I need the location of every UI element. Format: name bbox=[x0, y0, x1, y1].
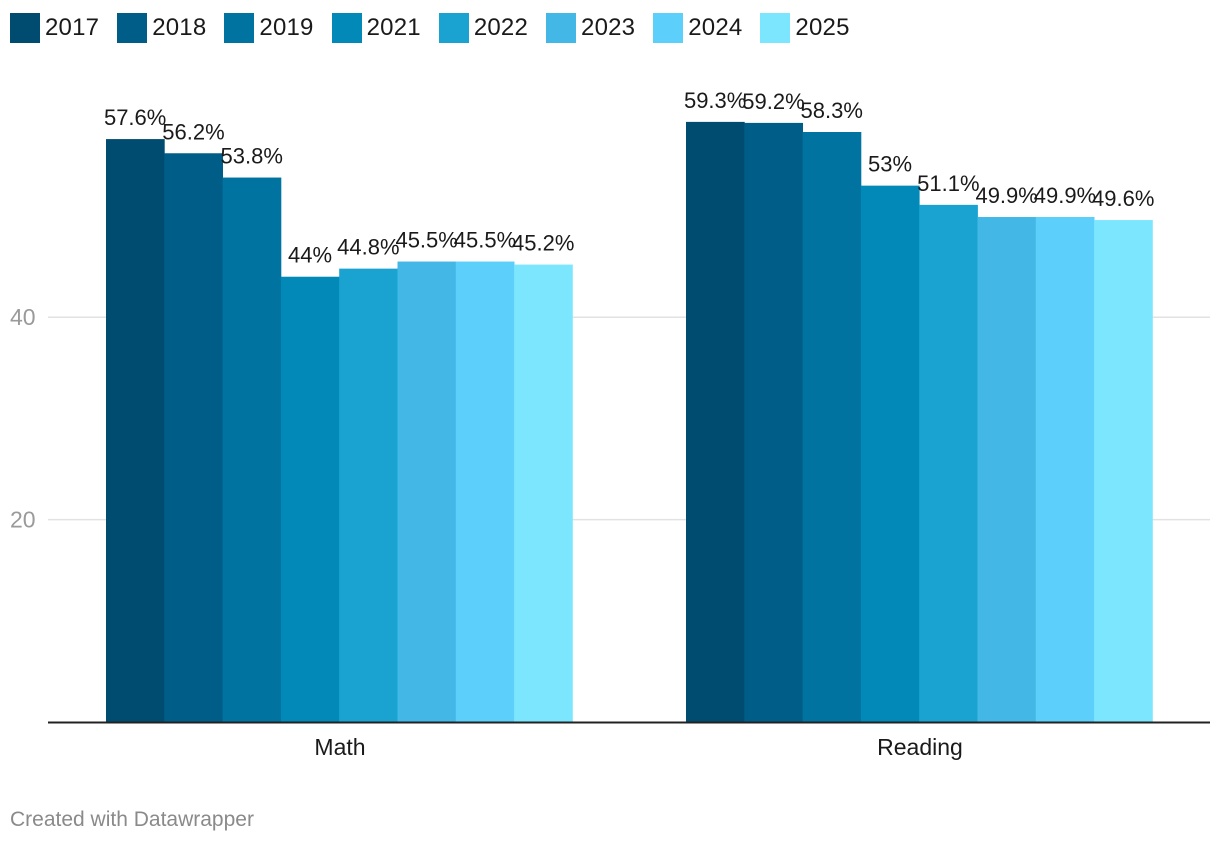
bar-reading-2024[interactable] bbox=[1035, 217, 1095, 722]
legend-label: 2022 bbox=[473, 14, 529, 41]
bar-math-2023[interactable] bbox=[397, 261, 457, 722]
bar-math-2017[interactable] bbox=[106, 139, 165, 722]
data-label: 57.6% bbox=[104, 105, 166, 130]
legend-item-2025[interactable]: 2025 bbox=[760, 13, 849, 43]
data-label: 51.1% bbox=[917, 171, 979, 196]
bar-math-2024[interactable] bbox=[455, 261, 515, 722]
legend-label: 2025 bbox=[795, 14, 850, 41]
data-label: 49.9% bbox=[1034, 183, 1096, 208]
bar-math-2022[interactable] bbox=[339, 268, 398, 722]
legend-item-2022[interactable]: 2022 bbox=[438, 13, 529, 43]
legend-item-2018[interactable]: 2018 bbox=[117, 13, 206, 43]
bar-math-2019[interactable] bbox=[222, 177, 282, 722]
legend-label: 2023 bbox=[581, 14, 636, 41]
bar-reading-2017[interactable] bbox=[686, 121, 745, 722]
data-label: 45.5% bbox=[454, 228, 516, 253]
legend-label: 2019 bbox=[259, 14, 314, 41]
legend-swatch bbox=[224, 13, 255, 43]
legend-label: 2021 bbox=[366, 14, 421, 41]
data-label: 44% bbox=[288, 243, 332, 268]
data-label: 44.8% bbox=[337, 235, 399, 260]
legend-item-2017[interactable]: 2017 bbox=[10, 13, 99, 43]
data-label: 59.2% bbox=[742, 89, 804, 114]
legend-swatch bbox=[760, 13, 791, 43]
legend-label: 2017 bbox=[45, 14, 100, 41]
legend-item-2021[interactable]: 2021 bbox=[331, 13, 421, 43]
x-category-label: Reading bbox=[877, 734, 963, 760]
y-tick-label: 40 bbox=[10, 304, 36, 330]
legend-swatch bbox=[331, 13, 362, 43]
data-label: 45.5% bbox=[395, 228, 457, 253]
bar-reading-2022[interactable] bbox=[919, 204, 978, 723]
bar-math-2018[interactable] bbox=[164, 153, 223, 723]
legend-swatch bbox=[10, 13, 40, 43]
y-tick-label: 20 bbox=[10, 507, 36, 533]
legend-swatch bbox=[117, 13, 148, 43]
x-category-label: Math bbox=[314, 734, 365, 760]
legend-label: 2018 bbox=[152, 14, 207, 41]
data-label: 45.2% bbox=[512, 231, 574, 256]
bar-reading-2025[interactable] bbox=[1094, 220, 1153, 722]
legend-swatch bbox=[653, 13, 684, 43]
legend-label: 2024 bbox=[688, 14, 743, 41]
bar-reading-2023[interactable] bbox=[977, 217, 1037, 722]
credit-footer[interactable]: Created with Datawrapper bbox=[10, 808, 254, 831]
legend-swatch bbox=[546, 13, 577, 43]
bar-math-2021[interactable] bbox=[280, 276, 340, 722]
data-label: 49.9% bbox=[975, 183, 1037, 208]
bar-reading-2018[interactable] bbox=[744, 122, 803, 723]
legend: 2017 2018 2019 2021 2022 2023 2024 2025 bbox=[10, 12, 868, 44]
data-label: 58.3% bbox=[801, 98, 863, 123]
data-label: 49.6% bbox=[1092, 186, 1154, 211]
legend-item-2019[interactable]: 2019 bbox=[224, 13, 313, 43]
data-label: 56.2% bbox=[162, 119, 224, 144]
legend-item-2024[interactable]: 2024 bbox=[653, 13, 742, 43]
bar-math-2025[interactable] bbox=[514, 264, 573, 722]
bar-reading-2019[interactable] bbox=[802, 132, 862, 722]
bar-reading-2021[interactable] bbox=[860, 185, 920, 722]
data-label: 53.8% bbox=[221, 144, 283, 169]
legend-swatch bbox=[438, 13, 469, 43]
data-label: 59.3% bbox=[684, 88, 746, 113]
legend-item-2023[interactable]: 2023 bbox=[546, 13, 635, 43]
data-label: 53% bbox=[868, 152, 912, 177]
